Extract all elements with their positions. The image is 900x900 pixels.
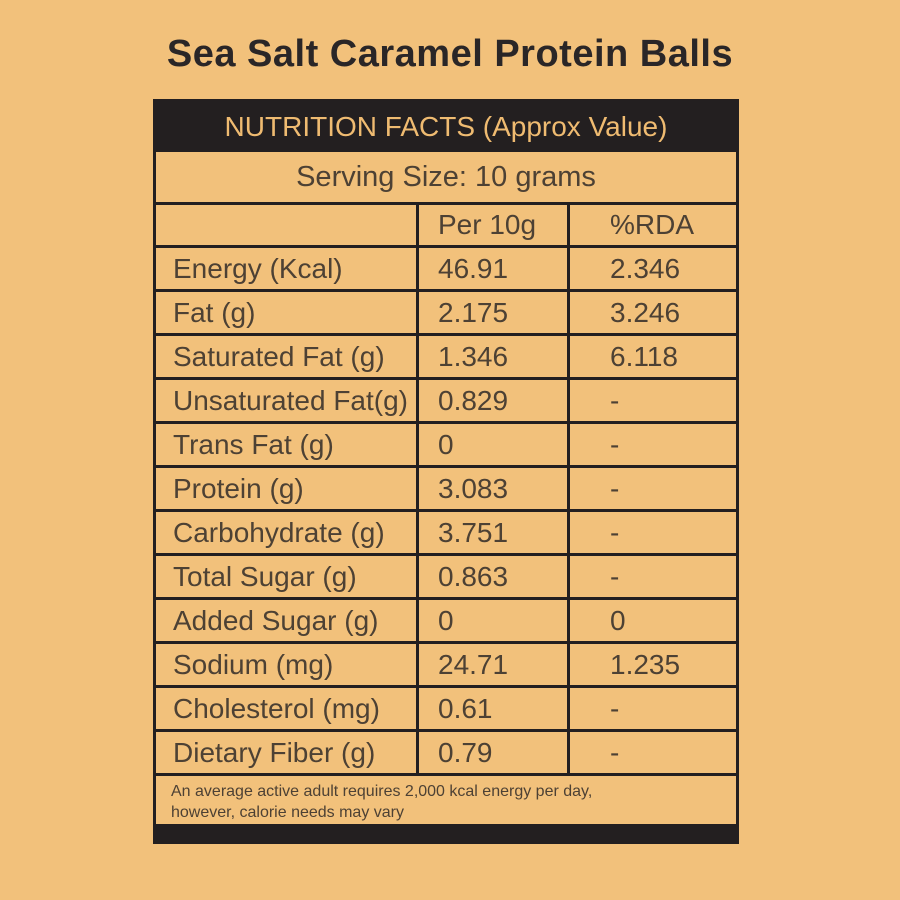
nutrient-rda-value: -: [610, 472, 620, 504]
nutrient-rda-value: -: [610, 516, 620, 548]
nutrient-per-10g-value: 1.346: [419, 336, 570, 377]
nutrient-rda-value: 3.246: [610, 296, 681, 328]
nutrient-rda-value: -: [610, 428, 620, 460]
nutrient-rda-value: -: [610, 692, 620, 724]
nutrient-rda-value: 0: [610, 604, 626, 636]
table-row: Added Sugar (g) 0 0: [156, 600, 736, 644]
column-header-label: [156, 205, 419, 245]
nutrition-facts-header: NUTRITION FACTS (Approx Value): [156, 102, 736, 152]
nutrient-label: Unsaturated Fat(g): [156, 380, 419, 421]
table-row: Fat (g) 2.175 3.246: [156, 292, 736, 336]
table-row: Sodium (mg) 24.71 1.235: [156, 644, 736, 688]
column-header-row: Per 10g %RDA: [156, 205, 736, 248]
nutrient-per-10g-value: 3.751: [419, 512, 570, 553]
nutrition-facts-table: NUTRITION FACTS (Approx Value) Serving S…: [153, 99, 739, 844]
page-title: Sea Salt Caramel Protein Balls: [166, 33, 734, 75]
nutrient-per-10g-value: 0.863: [419, 556, 570, 597]
nutrient-label: Added Sugar (g): [156, 600, 419, 641]
nutrient-per-10g-value: 24.71: [419, 644, 570, 685]
nutrient-label: Cholesterol (mg): [156, 688, 419, 729]
nutrient-rda-value: -: [610, 560, 620, 592]
nutrient-label: Fat (g): [156, 292, 419, 333]
nutrient-per-10g-value: 0: [419, 600, 570, 641]
table-row: Cholesterol (mg) 0.61 -: [156, 688, 736, 732]
nutrient-label: Saturated Fat (g): [156, 336, 419, 377]
nutrient-per-10g-value: 3.083: [419, 468, 570, 509]
nutrient-per-10g-value: 0.79: [419, 732, 570, 773]
nutrient-label: Total Sugar (g): [156, 556, 419, 597]
footnote-line-2: however, calorie needs may vary: [171, 804, 404, 821]
serving-size-row: Serving Size: 10 grams: [156, 152, 736, 205]
nutrient-rda-value: -: [610, 736, 620, 768]
nutrient-label: Sodium (mg): [156, 644, 419, 685]
table-row: Saturated Fat (g) 1.346 6.118: [156, 336, 736, 380]
table-row: Total Sugar (g) 0.863 -: [156, 556, 736, 600]
table-row: Energy (Kcal) 46.91 2.346: [156, 248, 736, 292]
column-header-rda: %RDA: [610, 209, 695, 240]
footnote-line-1: An average active adult requires 2,000 k…: [171, 783, 593, 800]
table-row: Trans Fat (g) 0 -: [156, 424, 736, 468]
footnote: An average active adult requires 2,000 k…: [156, 776, 736, 824]
column-header-per-10g: Per 10g: [419, 205, 570, 245]
table-body: Energy (Kcal) 46.91 2.346 Fat (g) 2.175 …: [156, 248, 736, 776]
nutrient-rda-value: 2.346: [610, 252, 681, 284]
nutrient-per-10g-value: 0.829: [419, 380, 570, 421]
nutrient-rda-value: 1.235: [610, 648, 681, 680]
nutrient-per-10g-value: 2.175: [419, 292, 570, 333]
nutrient-label: Carbohydrate (g): [156, 512, 419, 553]
nutrient-rda-value: -: [610, 384, 620, 416]
nutrient-label: Dietary Fiber (g): [156, 732, 419, 773]
nutrient-label: Trans Fat (g): [156, 424, 419, 465]
nutrient-label: Energy (Kcal): [156, 248, 419, 289]
table-row: Protein (g) 3.083 -: [156, 468, 736, 512]
nutrient-per-10g-value: 46.91: [419, 248, 570, 289]
table-row: Dietary Fiber (g) 0.79 -: [156, 732, 736, 776]
nutrient-rda-value: 6.118: [610, 340, 678, 372]
nutrient-per-10g-value: 0.61: [419, 688, 570, 729]
bottom-black-bar: [156, 824, 736, 841]
nutrient-per-10g-value: 0: [419, 424, 570, 465]
table-row: Unsaturated Fat(g) 0.829 -: [156, 380, 736, 424]
table-row: Carbohydrate (g) 3.751 -: [156, 512, 736, 556]
nutrient-label: Protein (g): [156, 468, 419, 509]
